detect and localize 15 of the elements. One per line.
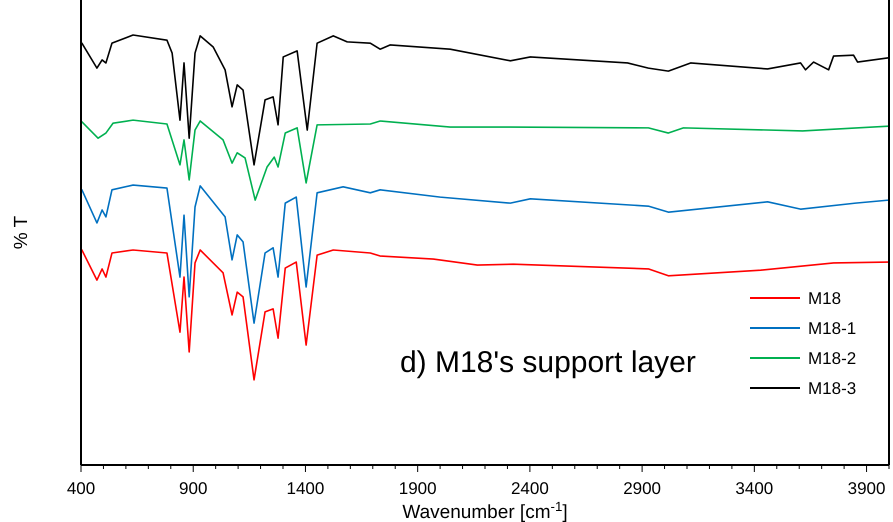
x-tick-label: 1400 xyxy=(286,479,324,498)
x-tick-label: 900 xyxy=(179,479,208,498)
x-tick-label: 400 xyxy=(66,479,96,498)
x-tick-label: 3900 xyxy=(848,479,886,498)
x-tick-label: 3400 xyxy=(735,479,774,498)
y-axis-title: % T xyxy=(11,215,32,250)
x-tick-label: 2900 xyxy=(623,479,662,498)
x-axis-title: Wavenumber [cm$^{-1}$] xyxy=(402,498,568,522)
x-tick-label: 2400 xyxy=(510,479,549,498)
legend-label: M18 xyxy=(808,289,842,308)
legend-label: M18-1 xyxy=(808,319,856,338)
legend-label: M18-2 xyxy=(808,349,856,368)
x-tick-label: 1900 xyxy=(398,479,437,498)
legend-label: M18-3 xyxy=(808,379,856,398)
annotation: d) M18's support layer xyxy=(400,346,696,379)
